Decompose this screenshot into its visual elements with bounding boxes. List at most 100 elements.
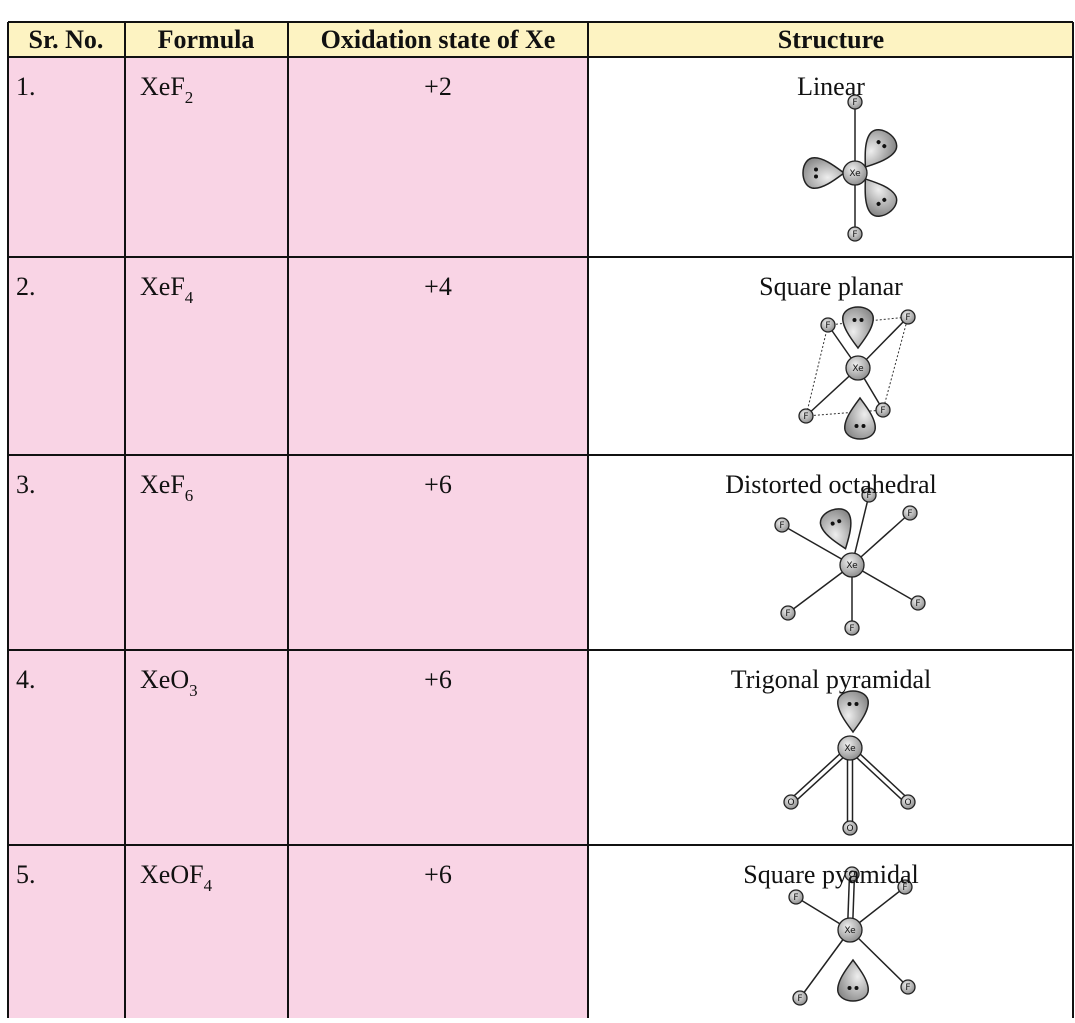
atom-circle [902,505,918,521]
bond [851,745,911,801]
electron [882,144,887,149]
grid [7,21,1074,1018]
atom-circle [837,735,863,761]
electron [847,702,852,706]
lone-pair [837,690,869,734]
header-bg [8,22,1073,57]
atom-circle [900,794,916,810]
atom-label: F [852,98,857,108]
atom: F [820,317,836,333]
atom-circle [844,620,860,636]
atom: F [798,408,814,424]
oxidation-state: +2 [424,72,452,101]
oxidation-state: +4 [424,272,452,301]
electron [854,702,859,706]
atom: Xe [839,552,865,578]
molecule: Xe O F F F F [788,866,916,1006]
electron [876,201,881,206]
formula: XeF2 [140,72,193,107]
formula-base: XeOF [140,860,204,889]
atom-label: O [787,798,794,808]
lobe [844,396,876,440]
atom-circle [798,408,814,424]
atom-label: Xe [844,926,856,936]
formula-sub: 2 [185,88,194,107]
sr-no: 1. [16,72,36,101]
atom: O [842,820,858,836]
formula-base: XeF [140,72,185,101]
atom-label: F [793,893,798,903]
atom-label: F [907,509,912,519]
formula-base: XeF [140,470,185,499]
bond [792,749,853,805]
electron [876,140,881,145]
lobe [842,306,874,350]
header-cell: Formula [158,25,255,54]
oxidation-state: +6 [424,665,452,694]
atom: Xe [837,735,863,761]
atom-circle [897,879,913,895]
atom-circle [900,979,916,995]
atom: F [861,487,877,503]
formula-sub: 6 [185,486,194,505]
molecule: Xe F F F F F F [774,487,926,636]
atom-label: Xe [846,561,858,571]
bond [851,512,911,566]
formula-base: XeF [140,272,185,301]
atom-label: F [849,624,854,634]
formula-sub: 4 [204,876,213,895]
electron [882,197,887,202]
sr-no: 2. [16,272,36,301]
electron [852,318,857,322]
electron [830,521,835,526]
lone-pair [819,508,852,550]
lobe [864,129,898,169]
atom-label: F [785,609,790,619]
molecule: Xe F F [802,94,898,242]
atom: F [900,309,916,325]
atom-label: F [915,599,920,609]
atom-circle [847,94,863,110]
atom-label: F [902,883,907,893]
lobe [864,177,898,217]
atom-circle [780,605,796,621]
sr-no: 4. [16,665,36,694]
formula: XeOF4 [140,860,213,895]
electron [854,986,859,990]
atom-label: Xe [844,744,856,754]
oxidation-state: +6 [424,860,452,889]
bond [788,745,849,801]
atom-circle [839,552,865,578]
atom-label: Xe [849,169,861,179]
atom-label: F [905,983,910,993]
pink-bg [8,57,588,1018]
atom-label: F [803,412,808,422]
atom: F [847,226,863,242]
bond [849,929,909,988]
structure-name: Square planar [759,272,903,301]
molecule: Xe F F F F [798,306,916,440]
oxidation-state: +6 [424,470,452,499]
atom-circle [837,917,863,943]
lone-pair [864,129,898,169]
atom: O [900,794,916,810]
atom-circle [861,487,877,503]
atom-label: O [904,798,911,808]
sr-no: 3. [16,470,36,499]
formula: XeF6 [140,470,193,505]
bond [781,524,853,566]
atom-circle [842,160,868,186]
diagrams: Xe F F Xe F F F F Xe F F F F F F Xe O O O Xe O F F F F [774,94,926,1006]
electron [847,986,852,990]
atom-label: Xe [852,364,864,374]
atom-label: F [866,491,871,501]
atom-circle [792,990,808,1006]
lobe [819,508,852,550]
atom-circle [844,866,860,882]
atom-circle [875,402,891,418]
header-cell: Oxidation state of Xe [321,25,556,54]
atom-label: F [779,521,784,531]
formula: XeF4 [140,272,194,307]
header-cell: Sr. No. [29,25,104,54]
